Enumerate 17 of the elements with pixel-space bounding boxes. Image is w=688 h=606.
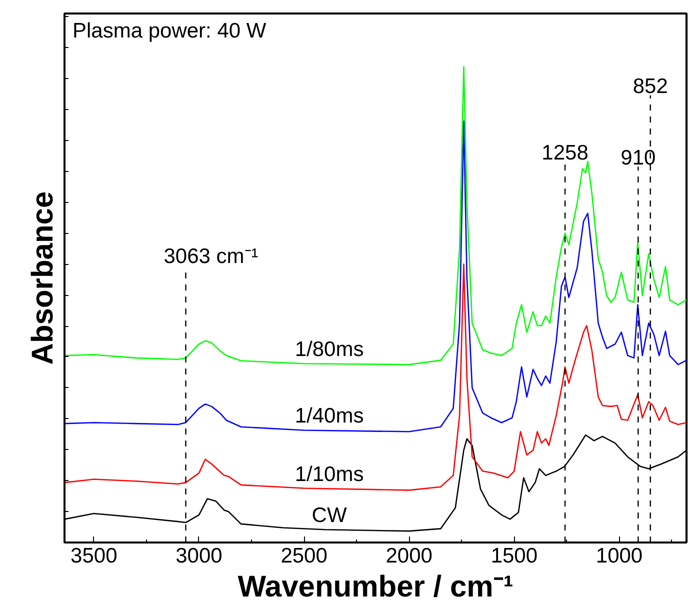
ref-line-label: 852 bbox=[632, 74, 668, 98]
ref-line-label: 3063 cm⁻¹ bbox=[164, 245, 258, 268]
x-tick-label: 1000 bbox=[596, 544, 643, 568]
series-label: 1/10ms bbox=[294, 462, 364, 486]
series-label: 1/80ms bbox=[294, 338, 364, 362]
text: Plasma power: 40 W bbox=[72, 20, 266, 42]
series-label: 1/40ms bbox=[294, 404, 364, 428]
x-tick-label: 2500 bbox=[280, 544, 328, 568]
x-tick-label: 3000 bbox=[176, 544, 222, 568]
x-tick-label: 2000 bbox=[386, 544, 432, 568]
x-axis-title: Wavenumber / cm⁻¹ bbox=[238, 570, 514, 604]
x-tick-label: 3500 bbox=[70, 544, 118, 568]
series-label: CW bbox=[312, 504, 347, 527]
x-tick-label: 1500 bbox=[490, 544, 538, 568]
ref-line-label: 910 bbox=[620, 146, 656, 170]
ref-line-label: 1258 bbox=[542, 142, 588, 165]
y-axis-title: Absorbance bbox=[26, 191, 60, 365]
